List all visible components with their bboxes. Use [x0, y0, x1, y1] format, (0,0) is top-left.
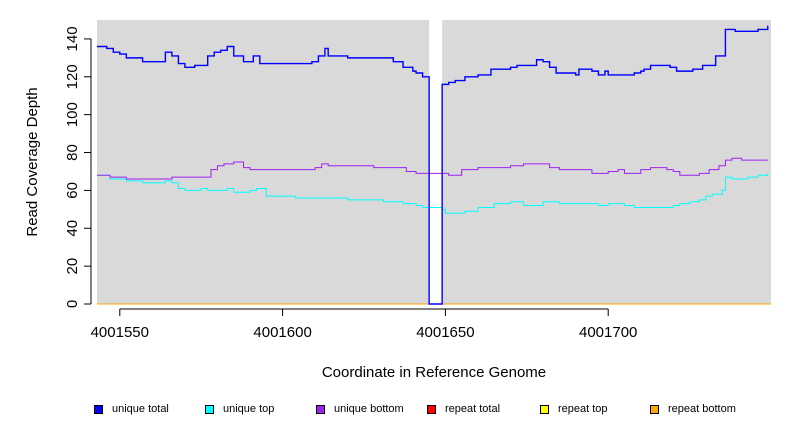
series-line-unique-top — [97, 173, 769, 214]
legend-item: unique bottom — [316, 400, 404, 418]
legend-swatch — [427, 404, 436, 414]
x-tick-label: 4001700 — [579, 324, 637, 341]
legend-label: unique bottom — [334, 403, 404, 415]
legend-swatch — [316, 404, 325, 414]
y-tick-label: 60 — [64, 182, 81, 199]
x-tick-label: 4001650 — [416, 324, 474, 341]
series-line-unique-total — [97, 25, 769, 305]
legend-label: unique total — [112, 403, 169, 415]
legend-label: repeat bottom — [668, 403, 736, 415]
legend-item: repeat top — [540, 400, 608, 418]
gap-region-layer — [429, 20, 443, 304]
y-axis-title: Read Coverage Depth — [24, 87, 41, 236]
legend-swatch — [205, 404, 214, 414]
legend-label: repeat top — [558, 403, 608, 415]
y-tick-label: 100 — [64, 102, 81, 127]
y-tick-label: 80 — [64, 144, 81, 161]
legend-item: unique total — [94, 400, 169, 418]
legend-swatch — [650, 404, 659, 414]
x-axis-title: Coordinate in Reference Genome — [322, 364, 546, 381]
legend-item: unique top — [205, 400, 274, 418]
legend-swatch — [540, 404, 549, 414]
y-tick-label: 0 — [64, 300, 81, 308]
series-line-unique-bottom — [97, 157, 768, 180]
x-axis: 4001550 4001600 4001650 4001700 — [91, 308, 637, 341]
x-tick-label: 4001550 — [91, 324, 149, 341]
legend-label: repeat total — [445, 403, 501, 415]
y-tick-label: 40 — [64, 220, 81, 237]
gap-region — [429, 20, 443, 304]
legend: unique total unique top unique bottom repea… — [0, 400, 792, 420]
y-tick-label: 120 — [64, 64, 81, 89]
y-tick-label: 20 — [64, 258, 81, 275]
legend-label: unique top — [223, 403, 275, 415]
series-layer — [97, 25, 771, 305]
legend-swatch — [94, 404, 103, 414]
legend-item: repeat bottom — [650, 400, 736, 418]
y-tick-label: 140 — [64, 26, 81, 51]
legend-item: repeat total — [427, 400, 500, 418]
y-axis: 0 20 40 60 80 100 120 140 — [64, 26, 92, 308]
x-tick-label: 4001600 — [253, 324, 311, 341]
